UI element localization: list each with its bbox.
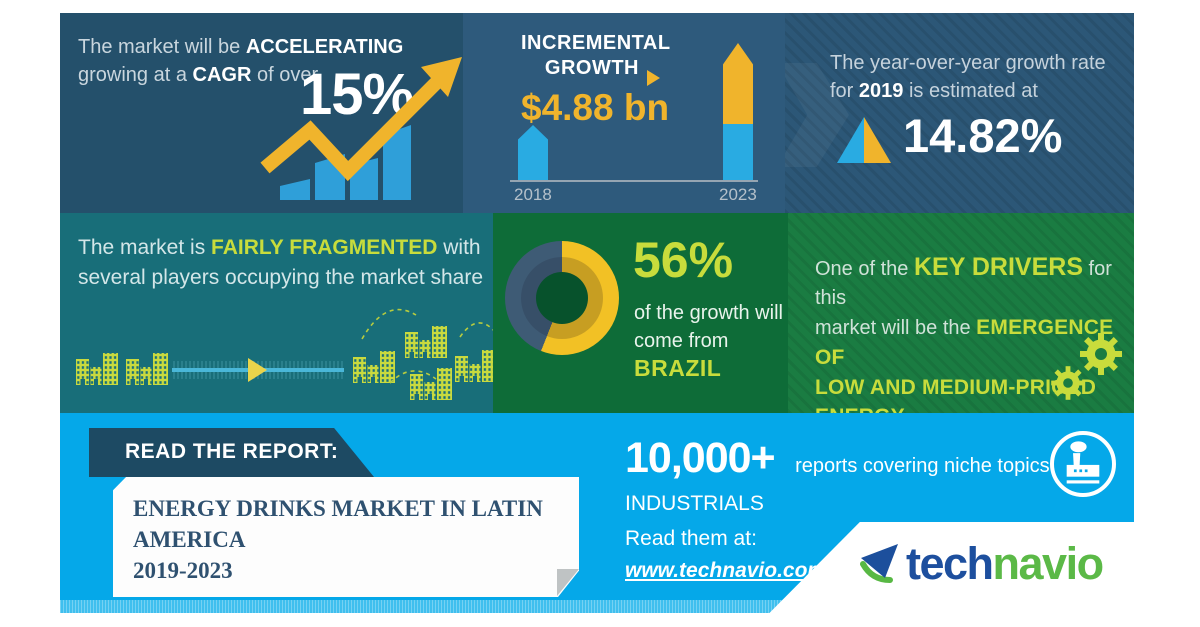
- report-count: 10,000+: [625, 434, 776, 482]
- donut-chart: [505, 241, 619, 355]
- buildings-icon: [76, 308, 493, 400]
- axis-baseline: [510, 180, 758, 182]
- panel-incremental-growth: INCREMENTAL GROWTH $4.88 bn 2018 2023: [463, 13, 785, 213]
- cagr-line2: growing at a CAGR of over: [78, 64, 319, 86]
- tick-2018: 2018: [514, 185, 552, 204]
- incremental-title: INCREMENTAL GROWTH: [521, 32, 671, 79]
- brazil-label: BRAZIL: [634, 355, 722, 381]
- brazil-value: 56%: [633, 232, 734, 288]
- bar-2023-incremental: [723, 43, 753, 125]
- report-count-caption: reports covering niche topics: [795, 455, 1050, 477]
- fragmented-text: The market is FAIRLY FRAGMENTED with sev…: [78, 236, 484, 289]
- drivers-text: One of the KEY DRIVERS for this market w…: [815, 253, 1114, 413]
- category-label: INDUSTRIALS: [625, 492, 764, 515]
- yoy-text: The year-over-year growth rate for 2019 …: [830, 49, 1106, 105]
- report-title: ENERGY DRINKS MARKET IN LATIN AMERICA 20…: [133, 496, 543, 583]
- triangle-up-icon: [837, 117, 891, 163]
- panel-cagr: The market will be ACCELERATING growing …: [60, 13, 463, 213]
- panel-brazil-share: 56% of the growth will come from BRAZIL: [493, 213, 788, 413]
- yoy-value: 14.82%: [903, 109, 1063, 162]
- cagr-line1: The market will be ACCELERATING: [78, 36, 404, 58]
- read-report-banner: READ THE REPORT:: [89, 428, 374, 477]
- cagr-text: The market will be ACCELERATING growing …: [78, 33, 403, 89]
- growth-arrow-icon: [260, 57, 462, 200]
- logo-tech: tech: [906, 537, 994, 589]
- factory-icon: [1050, 431, 1116, 497]
- brazil-text: of the growth will come from: [634, 302, 783, 352]
- pointer-triangle-icon: [647, 70, 660, 86]
- tick-2023: 2023: [719, 185, 757, 204]
- yoy-line2: for 2019 is estimated at: [830, 80, 1038, 102]
- reports-stats: 10,000+ reports covering niche topics IN…: [625, 434, 1050, 583]
- read-them-at: Read them at:: [625, 527, 757, 550]
- panel-key-drivers: One of the KEY DRIVERS for this market w…: [788, 213, 1134, 413]
- panel-yoy-growth: The year-over-year growth rate for 2019 …: [785, 13, 1134, 213]
- incremental-value: $4.88 bn: [521, 87, 670, 128]
- bar-2018: [518, 125, 548, 181]
- bar-2023-base: [723, 124, 753, 181]
- panel-fragmented: The market is FAIRLY FRAGMENTED with sev…: [60, 213, 493, 413]
- technavio-logo: technavio: [860, 537, 1105, 589]
- technavio-arrow-icon: [860, 544, 898, 583]
- technavio-url-link[interactable]: www.technavio.com: [625, 559, 827, 582]
- report-title-card: ENERGY DRINKS MARKET IN LATIN AMERICA 20…: [113, 477, 579, 597]
- logo-navio: navio: [992, 537, 1105, 589]
- gears-icon: [1051, 333, 1122, 400]
- footer-band: READ THE REPORT: ENERGY DRINKS MARKET IN…: [60, 413, 1134, 613]
